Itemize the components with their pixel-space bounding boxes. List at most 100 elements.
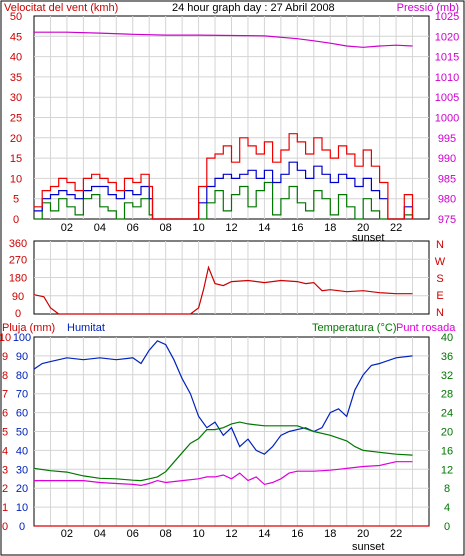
temperature-y-ticks: 0 4 8 12 16 20 24 28 32 36 40 — [441, 332, 453, 533]
direction-line — [33, 265, 413, 315]
y2-tick-label: 995 — [438, 133, 456, 145]
temperature-tick-label: 0 — [444, 521, 450, 533]
y-tick-label: 90 — [12, 291, 24, 303]
series-line — [33, 340, 413, 455]
humidity-tick-label: 80 — [16, 370, 28, 382]
rain-tick-label: 7 — [2, 389, 8, 401]
humidity-tick-label: 90 — [16, 351, 28, 363]
humidity-tick-label: 30 — [16, 464, 28, 476]
x-tick-label: 10 — [192, 222, 204, 234]
y-tick-label: 35 — [10, 72, 22, 84]
y-tick-label: 20 — [10, 133, 22, 145]
series-line — [34, 133, 414, 220]
rain-tick-label: 9 — [2, 351, 8, 363]
x-tick-label: 12 — [225, 528, 237, 540]
rain-tick-label: 0 — [2, 521, 8, 533]
y-tick-label: 15 — [10, 153, 22, 165]
y2-tick-label: 1020 — [435, 31, 459, 43]
pressure-axis-title: Pressió (mb) — [397, 2, 459, 14]
x-tick-label: 04 — [94, 222, 106, 234]
rain-tick-label: 6 — [2, 408, 8, 420]
y-tick-label: 0 — [15, 308, 21, 320]
temperature-tick-label: 20 — [441, 427, 453, 439]
rain-tick-label: 10 — [0, 332, 11, 344]
compass-label: N — [436, 307, 444, 319]
temperature-tick-label: 12 — [441, 464, 453, 476]
humidity-tick-label: 10 — [16, 502, 28, 514]
humidity-tick-label: 40 — [16, 445, 28, 457]
x-tick-label: 20 — [357, 222, 369, 234]
x-tick-label: 18 — [324, 222, 336, 234]
y-tick-label: 30 — [10, 92, 22, 104]
temperature-tick-label: 40 — [441, 332, 453, 344]
rain-tick-label: 4 — [2, 445, 8, 457]
y-tick-label: 270 — [9, 254, 27, 266]
dewpoint-axis-title: Punt rosada — [396, 322, 456, 334]
x-tick-label: 22 — [390, 222, 402, 234]
y-tick-label: 0 — [13, 214, 19, 226]
y-tick-label: 25 — [10, 113, 22, 125]
rain-tick-label: 5 — [2, 427, 8, 439]
y-tick-label: 360 — [9, 238, 27, 250]
y-tick-label: 50 — [10, 11, 22, 23]
humidity-y-ticks: 0 10 20 30 40 50 60 70 80 90 100 — [13, 332, 31, 533]
temperature-tick-label: 24 — [441, 408, 453, 420]
x-tick-label: 08 — [160, 528, 172, 540]
humidity-axis-title: Humitat — [67, 322, 105, 334]
wind-y-ticks: 0 5 10 15 20 25 30 35 40 45 50 — [10, 11, 22, 226]
x-tick-label: 10 — [192, 528, 204, 540]
wind-x-ticks: 02 04 06 08 10 12 14 16 18 20 22 — [61, 222, 402, 234]
y2-tick-label: 1005 — [435, 92, 459, 104]
x-tick-label: 06 — [127, 222, 139, 234]
y-tick-label: 10 — [10, 173, 22, 185]
x-tick-label: 08 — [160, 222, 172, 234]
temperature-axis-title: Temperatura (°C) — [312, 322, 396, 334]
sunset-label-bottom: sunset — [352, 541, 384, 553]
y-tick-label: 40 — [10, 52, 22, 64]
x-tick-label: 16 — [291, 528, 303, 540]
series-line — [34, 31, 413, 48]
x-tick-label: 14 — [258, 222, 270, 234]
rain-y-ticks: 0 1 2 3 4 5 6 7 8 9 10 — [0, 332, 11, 533]
series-line — [33, 421, 413, 482]
rain-tick-label: 2 — [2, 483, 8, 495]
humidity-tick-label: 50 — [16, 427, 28, 439]
y-tick-label: 45 — [10, 31, 22, 43]
wind-axis-title: Velocitat del vent (kmh) — [4, 2, 118, 14]
temperature-tick-label: 16 — [441, 445, 453, 457]
direction-y-ticks: 0 90 180 270 360 — [9, 238, 27, 320]
rain-tick-label: 8 — [2, 370, 8, 382]
y2-tick-label: 1015 — [435, 52, 459, 64]
x-tick-label: 06 — [127, 528, 139, 540]
rain-tick-label: 1 — [2, 502, 8, 514]
x-tick-label: 18 — [324, 528, 336, 540]
series-line — [34, 161, 414, 220]
temperature-tick-label: 4 — [444, 502, 450, 514]
x-tick-label: 22 — [390, 528, 402, 540]
y2-tick-label: 985 — [438, 173, 456, 185]
temperature-tick-label: 32 — [441, 370, 453, 382]
y2-tick-label: 975 — [438, 214, 456, 226]
temperature-tick-label: 8 — [444, 483, 450, 495]
y2-tick-label: 1010 — [435, 72, 459, 84]
compass-label: W — [435, 256, 446, 268]
rain-tick-label: 3 — [2, 464, 8, 476]
x-tick-label: 04 — [94, 528, 106, 540]
y2-tick-label: 1025 — [435, 11, 459, 23]
y2-tick-label: 1000 — [435, 113, 459, 125]
temp-gridlines — [34, 337, 429, 526]
humidity-tick-label: 100 — [13, 332, 31, 344]
y2-tick-label: 990 — [438, 153, 456, 165]
direction-series — [33, 265, 413, 315]
humidity-tick-label: 20 — [16, 483, 28, 495]
rain-axis-title: Pluja (mm) — [2, 322, 55, 334]
series-line — [34, 461, 413, 487]
x-tick-label: 14 — [258, 528, 270, 540]
humidity-tick-label: 70 — [16, 389, 28, 401]
compass-label: N — [436, 239, 444, 251]
